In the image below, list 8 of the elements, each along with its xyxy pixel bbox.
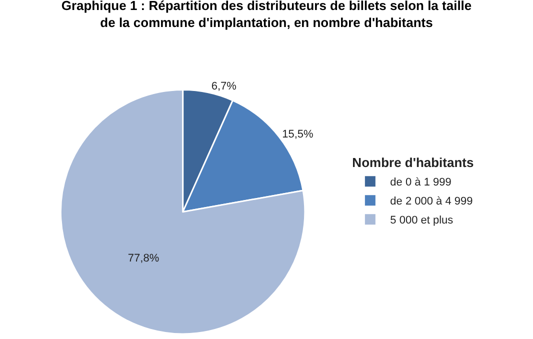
data-label: 15,5% [282,128,314,140]
legend-label: de 0 à 1 999 [390,176,452,189]
data-label: 6,7% [211,80,237,93]
data-label: 77,8% [128,252,160,265]
chart-title: Graphique 1 : Répartition des distributeurs de billets selon la taille de la commune d'implantation, en nombre d'habitants [61,0,472,30]
legend-title: Nombre d'habitants [352,154,474,170]
legend-label: de 2 000 à 4 999 [390,196,473,208]
legend-label: 5 000 et plus [390,214,454,227]
